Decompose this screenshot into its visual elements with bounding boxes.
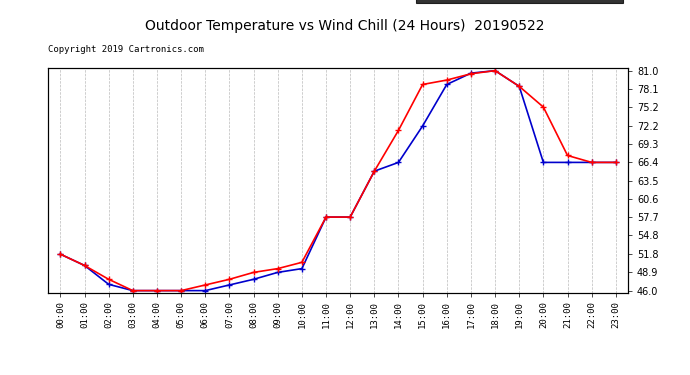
Legend: Wind Chill  (°F), Temperature  (°F): Wind Chill (°F), Temperature (°F) [416,0,623,3]
Text: Copyright 2019 Cartronics.com: Copyright 2019 Cartronics.com [48,45,204,54]
Text: Outdoor Temperature vs Wind Chill (24 Hours)  20190522: Outdoor Temperature vs Wind Chill (24 Ho… [146,19,544,33]
